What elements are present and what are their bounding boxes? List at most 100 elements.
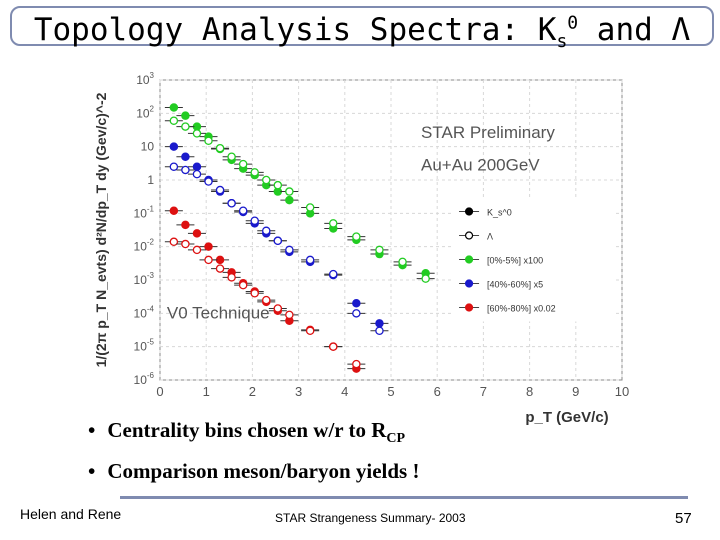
x-axis-label: p_T (GeV/c) <box>525 409 608 426</box>
y-tick-label: 10-6 <box>134 371 155 387</box>
data-point <box>352 299 361 308</box>
data-point <box>192 229 202 238</box>
data-point <box>169 237 179 247</box>
data-point <box>262 175 271 185</box>
data-point <box>285 187 294 196</box>
x-tick-label: 6 <box>434 384 441 399</box>
annotation-au-au: Au+Au 200GeV <box>421 156 540 175</box>
data-point <box>285 245 294 255</box>
y-tick-label: 10-4 <box>134 304 155 320</box>
data-point <box>375 326 384 336</box>
legend-marker <box>464 255 474 264</box>
data-point <box>285 195 294 205</box>
page-number: 57 <box>675 510 692 527</box>
bullet-dot: • <box>88 418 96 442</box>
data-point <box>305 203 315 212</box>
data-point <box>181 165 190 175</box>
data-point <box>250 289 259 298</box>
data-point <box>352 232 361 241</box>
data-point <box>262 295 271 305</box>
legend-box <box>451 199 616 322</box>
bullet-text-1: Centrality bins chosen w/r to R <box>107 418 387 442</box>
data-point <box>192 169 202 179</box>
bullet-subscript: CP <box>386 431 406 447</box>
title-text: Topology Analysis Spectra: K <box>33 12 557 48</box>
data-point <box>273 180 283 190</box>
data-point <box>204 177 213 186</box>
data-point <box>192 245 202 255</box>
data-point <box>204 242 213 251</box>
y-tick-label: 10-5 <box>134 338 155 354</box>
data-point <box>204 136 213 146</box>
data-point <box>238 280 248 290</box>
legend-marker <box>464 207 474 216</box>
data-point <box>352 359 361 369</box>
data-point <box>169 103 179 112</box>
data-point <box>305 255 315 265</box>
data-point <box>181 220 190 230</box>
y-axis-label: 1/(2π p_T N_evts) d²N/dp_T dy (Gev/c)^-2 <box>93 92 109 367</box>
data-point <box>352 309 361 318</box>
bullet-item: • Centrality bins chosen w/r to RCP <box>88 414 419 455</box>
data-point <box>273 236 283 246</box>
slide-title: Topology Analysis Spectra: Ks0 and Λ <box>12 12 712 52</box>
title-lambda: Λ <box>671 12 691 48</box>
data-point <box>250 168 259 177</box>
title-superscript: 0 <box>567 12 579 34</box>
x-tick-label: 3 <box>295 384 302 399</box>
x-tick-label: 7 <box>480 384 487 399</box>
data-point <box>398 257 407 267</box>
legend-marker <box>464 231 474 240</box>
data-point <box>328 219 338 228</box>
footer-title: STAR Strangeness Summary- 2003 <box>275 511 466 525</box>
y-tick-label: 102 <box>136 104 154 120</box>
bullet-item: • Comparison meson/baryon yields ! <box>88 455 419 487</box>
data-point <box>250 216 259 225</box>
data-point <box>181 122 190 131</box>
x-tick-label: 9 <box>572 384 579 399</box>
data-point <box>227 273 236 282</box>
data-point <box>227 152 236 161</box>
data-point <box>421 274 430 283</box>
data-point <box>328 342 338 351</box>
title-and: and <box>578 12 672 48</box>
legend-marker <box>464 303 474 312</box>
legend-label: [60%-80%] x0.02 <box>487 304 556 314</box>
footer-divider <box>120 496 688 499</box>
title-box: Topology Analysis Spectra: Ks0 and Λ <box>10 6 714 52</box>
data-point <box>169 116 179 125</box>
footer-authors: Helen and Rene <box>20 506 122 522</box>
x-tick-label: 1 <box>203 384 210 399</box>
bullet-dot: • <box>88 459 96 484</box>
x-tick-label: 8 <box>526 384 533 399</box>
legend-label: Λ <box>487 232 493 242</box>
legend-label: [0%-5%] x100 <box>487 256 543 266</box>
data-point <box>181 111 190 120</box>
data-point <box>215 185 225 195</box>
y-tick-label: 1 <box>147 173 154 187</box>
data-point <box>375 245 384 255</box>
x-tick-label: 4 <box>341 384 348 399</box>
data-point <box>285 310 294 320</box>
title-subscript: s <box>556 31 568 53</box>
y-tick-label: 103 <box>136 71 154 87</box>
data-point <box>192 129 202 138</box>
data-point <box>181 239 190 249</box>
x-tick-label: 5 <box>387 384 394 399</box>
data-point <box>328 269 338 279</box>
x-tick-label: 0 <box>156 384 163 399</box>
data-point <box>169 142 179 151</box>
legend-marker <box>464 279 474 288</box>
y-tick-label: 10 <box>141 140 155 154</box>
data-point <box>215 264 225 273</box>
y-tick-label: 10-1 <box>134 204 155 220</box>
data-point <box>215 255 225 265</box>
y-tick-label: 10-3 <box>134 271 155 287</box>
legend-label: K_s^0 <box>487 208 512 218</box>
spectra-chart: 0 1 2 3 4 5 6 7 8 9 1010310210110-110-210-310-410-… <box>93 71 629 426</box>
bullet-text-2: Comparison meson/baryon yields ! <box>107 459 420 484</box>
annotation-v0-technique: V0 Technique <box>167 303 270 322</box>
bullet-list: • Centrality bins chosen w/r to RCP • Comp… <box>88 414 419 487</box>
data-point <box>305 326 315 336</box>
data-point <box>262 226 271 236</box>
